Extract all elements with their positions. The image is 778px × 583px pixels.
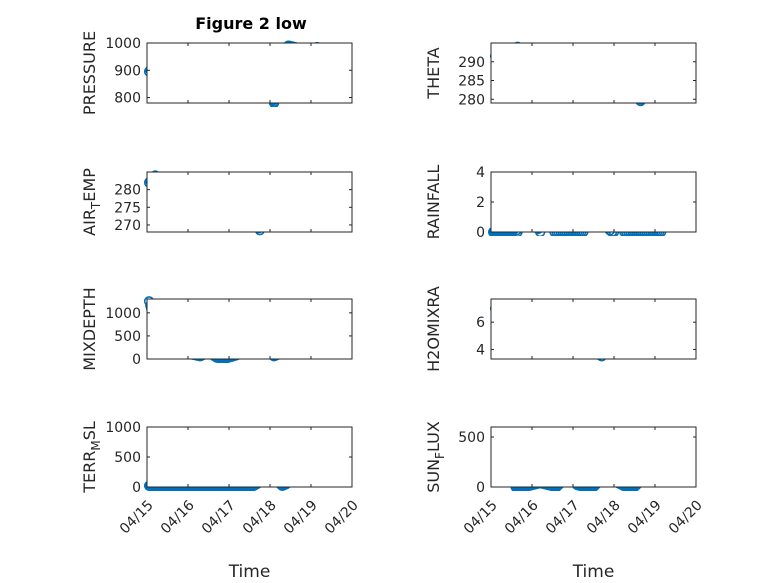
x-tick-label: 04/18 <box>584 497 624 537</box>
y-tick-label: 270 <box>114 218 141 234</box>
y-tick-label: 0 <box>132 480 141 496</box>
axes-frame <box>490 426 697 488</box>
y-tick-label: 1000 <box>105 420 141 436</box>
axes-frame <box>490 171 697 233</box>
y-tick-label: 2 <box>476 195 485 211</box>
y-tick-label: 500 <box>114 329 141 345</box>
subplot-h2omixra: 4 6 H2OMIXRA <box>424 286 697 372</box>
y-axis-label: H2OMIXRA <box>424 286 443 372</box>
y-tick-label: 0 <box>476 480 485 496</box>
y-tick-label: 4 <box>476 165 485 181</box>
y-tick-label: 275 <box>114 200 141 216</box>
y-tick-label: 4 <box>476 342 485 358</box>
y-axis-label: SUNFLUX <box>424 421 447 493</box>
subplot-pressure: 800 900 1000 PRESSURE <box>80 31 353 115</box>
x-tick-label: 04/17 <box>543 497 583 537</box>
axes-frame <box>146 298 353 360</box>
y-tick-label: 500 <box>458 430 485 446</box>
x-tick-label: 04/18 <box>240 497 280 537</box>
y-tick-label: 280 <box>114 183 141 199</box>
y-axis-label: TERRMSL <box>80 421 103 494</box>
subplot-theta: 280 285 290 THETA <box>424 41 697 108</box>
x-tick-label: 04/17 <box>199 497 239 537</box>
subplot-mixdepth: 0 500 1000 MIXDEPTH <box>80 287 353 371</box>
axes-frame <box>146 42 353 104</box>
x-tick-label: 04/19 <box>281 497 321 537</box>
y-tick-label: 0 <box>132 352 141 368</box>
axes-frame <box>490 42 697 104</box>
x-tick-label: 04/19 <box>625 497 665 537</box>
y-axis-label: RAINFALL <box>424 165 443 240</box>
x-axis-label: Time <box>572 562 615 582</box>
y-tick-label: 1000 <box>105 36 141 52</box>
axes-frame <box>146 426 353 488</box>
y-tick-label: 1000 <box>105 306 141 322</box>
y-tick-label: 500 <box>114 450 141 466</box>
x-axis-label: Time <box>228 562 271 582</box>
y-axis-label: MIXDEPTH <box>80 287 99 370</box>
y-tick-label: 280 <box>458 92 485 108</box>
axes-frame <box>146 171 353 233</box>
axes-frame <box>490 298 697 360</box>
y-tick-label: 800 <box>114 91 141 107</box>
y-tick-label: 285 <box>458 74 485 90</box>
y-axis-label: PRESSURE <box>80 31 99 115</box>
y-tick-label: 6 <box>476 315 485 331</box>
y-axis-label: AIRTEMP <box>80 168 103 236</box>
figure-title: Figure 2 low <box>195 14 307 33</box>
y-tick-label: 900 <box>114 63 141 79</box>
x-tick-label: 04/16 <box>502 497 542 537</box>
subplot-sun-flux: 0 500 04/15 04/16 04/17 04/18 04/19 04/20 Time SU… <box>424 421 706 582</box>
x-tick-label: 04/15 <box>117 497 157 537</box>
x-tick-label: 04/15 <box>461 497 501 537</box>
y-tick-label: 290 <box>458 55 485 71</box>
x-tick-label: 04/20 <box>322 497 362 537</box>
y-tick-label: 0 <box>476 225 485 241</box>
x-tick-label: 04/20 <box>666 497 706 537</box>
subplot-rainfall: 0 2 4 RAINFALL <box>424 165 697 241</box>
y-axis-label: THETA <box>424 47 443 99</box>
subplot-terr-msl: 0 500 1000 04/15 04/16 04/17 04/18 04/19 04/20 Ti… <box>80 420 362 582</box>
x-tick-label: 04/16 <box>158 497 198 537</box>
